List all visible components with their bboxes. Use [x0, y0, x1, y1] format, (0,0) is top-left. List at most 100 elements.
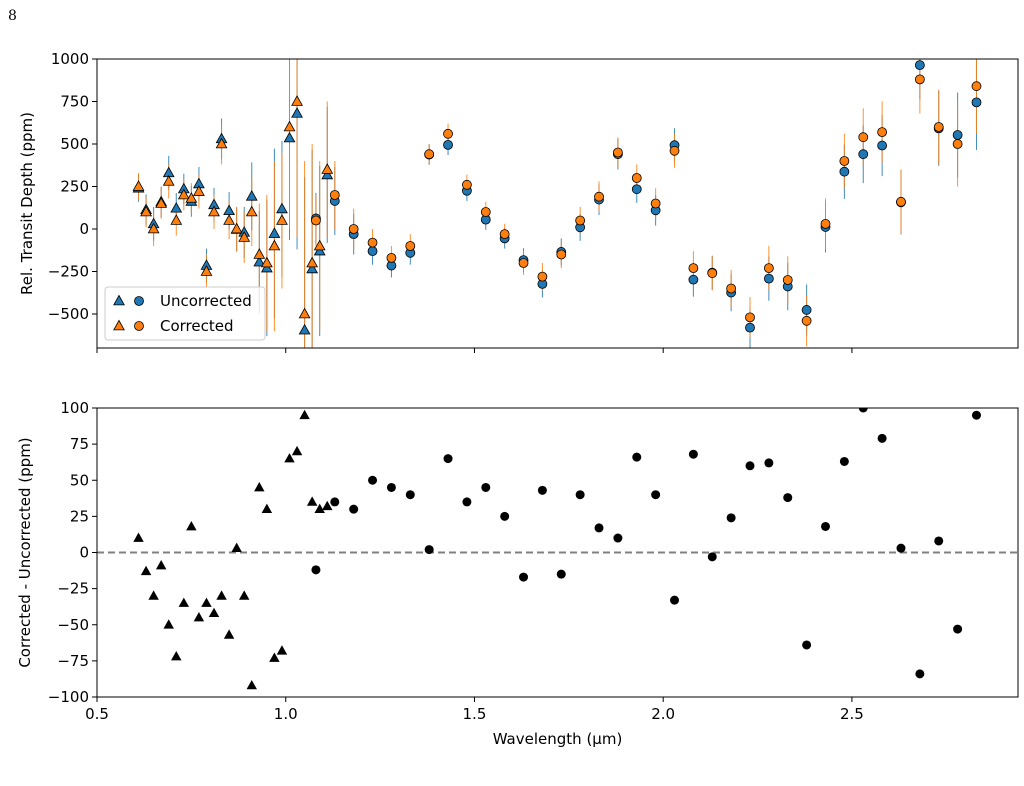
circle-marker [405, 241, 416, 251]
circle-marker [424, 545, 434, 555]
y-tick-label: 75 [70, 435, 89, 453]
y-tick-label: 100 [60, 399, 89, 417]
circle-marker [933, 122, 944, 132]
triangle-marker [171, 651, 182, 661]
triangle-marker [261, 503, 273, 513]
triangle-marker [113, 294, 125, 306]
circle-marker [896, 196, 906, 207]
y-tick-label: −250 [48, 263, 89, 281]
circle-marker [594, 523, 604, 533]
circle-marker [594, 191, 604, 202]
circle-marker [971, 410, 981, 420]
y-tick-label: −100 [48, 688, 89, 706]
circle-marker [688, 263, 699, 274]
circle-marker [367, 246, 378, 257]
circle-marker [820, 218, 831, 229]
triangle-marker [155, 560, 167, 570]
circle-marker [858, 149, 869, 160]
triangle-marker [306, 496, 318, 506]
circle-marker [670, 595, 680, 605]
circle-marker [537, 485, 547, 495]
circle-marker [896, 543, 906, 553]
circle-marker [971, 97, 982, 108]
circle-marker [651, 490, 661, 500]
triangle-marker [238, 590, 250, 600]
circle-marker [499, 229, 510, 240]
circle-marker [386, 482, 396, 492]
triangle-marker [313, 244, 326, 256]
triangle-marker [132, 180, 145, 191]
circle-marker [858, 408, 868, 413]
circle-marker [764, 458, 774, 468]
legend-label: Uncorrected [160, 292, 252, 310]
circle-marker [952, 130, 963, 140]
circle-marker [443, 128, 453, 139]
triangle-marker [306, 262, 319, 274]
circle-marker [877, 433, 887, 443]
axes-frame [96, 58, 1019, 349]
circle-marker [745, 312, 755, 323]
triangle-marker [253, 248, 266, 259]
triangle-marker [260, 256, 273, 268]
circle-marker [934, 536, 944, 546]
circle-marker [802, 640, 812, 650]
circle-marker [612, 147, 623, 158]
y-tick-label: 25 [70, 507, 89, 525]
circle-marker [613, 533, 623, 543]
triangle-marker [200, 265, 213, 276]
page-number: 8 [8, 8, 17, 24]
circle-marker [518, 258, 529, 268]
circle-marker [726, 513, 736, 523]
triangle-marker [321, 163, 334, 174]
y-tick-label: 250 [60, 178, 89, 196]
triangle-marker [223, 214, 236, 225]
triangle-marker [178, 597, 190, 607]
circle-marker [443, 454, 453, 464]
circle-marker [952, 139, 963, 149]
circle-marker [631, 184, 642, 195]
circle-marker [745, 322, 755, 333]
triangle-marker [163, 619, 174, 629]
circle-marker [650, 198, 661, 209]
triangle-marker [254, 481, 265, 492]
y-tick-label: 1000 [51, 50, 89, 68]
x-tick-label: 1.0 [274, 705, 298, 723]
circle-marker [556, 569, 566, 579]
triangle-marker [238, 231, 251, 242]
triangle-marker [162, 175, 175, 186]
legend-label: Corrected [160, 317, 234, 335]
y-tick-label: 50 [70, 471, 89, 489]
triangle-marker [276, 645, 288, 655]
triangle-marker [193, 612, 205, 622]
y-tick-label: 0 [79, 220, 89, 238]
triangle-marker [321, 168, 334, 180]
triangle-marker [306, 256, 319, 268]
triangle-marker [185, 192, 198, 203]
y-axis-label: Rel. Transit Depth (ppm) [18, 112, 36, 295]
triangle-marker [170, 214, 183, 225]
triangle-marker [223, 629, 235, 639]
triangle-marker [140, 565, 152, 576]
triangle-marker [177, 188, 190, 200]
circle-marker [801, 305, 812, 315]
x-tick-label: 0.5 [85, 705, 109, 723]
circle-marker [745, 461, 755, 471]
circle-marker [556, 249, 567, 260]
triangle-marker [314, 503, 325, 513]
plot-area [97, 408, 1018, 690]
circle-marker [971, 81, 982, 92]
circle-marker [386, 252, 397, 263]
y-tick-label: −25 [57, 580, 89, 598]
circle-marker [914, 60, 925, 71]
triangle-marker [223, 204, 236, 216]
circle-marker [763, 263, 774, 274]
y-tick-label: 750 [60, 93, 89, 111]
x-axis-label: Wavelength (μm) [493, 730, 623, 748]
x-tick-label: 2.0 [651, 705, 675, 723]
triangle-marker [299, 409, 310, 420]
circle-marker [726, 283, 737, 294]
circle-marker [632, 452, 642, 462]
triangle-marker [245, 205, 258, 217]
triangle-marker [246, 679, 257, 690]
circle-marker [368, 475, 378, 485]
